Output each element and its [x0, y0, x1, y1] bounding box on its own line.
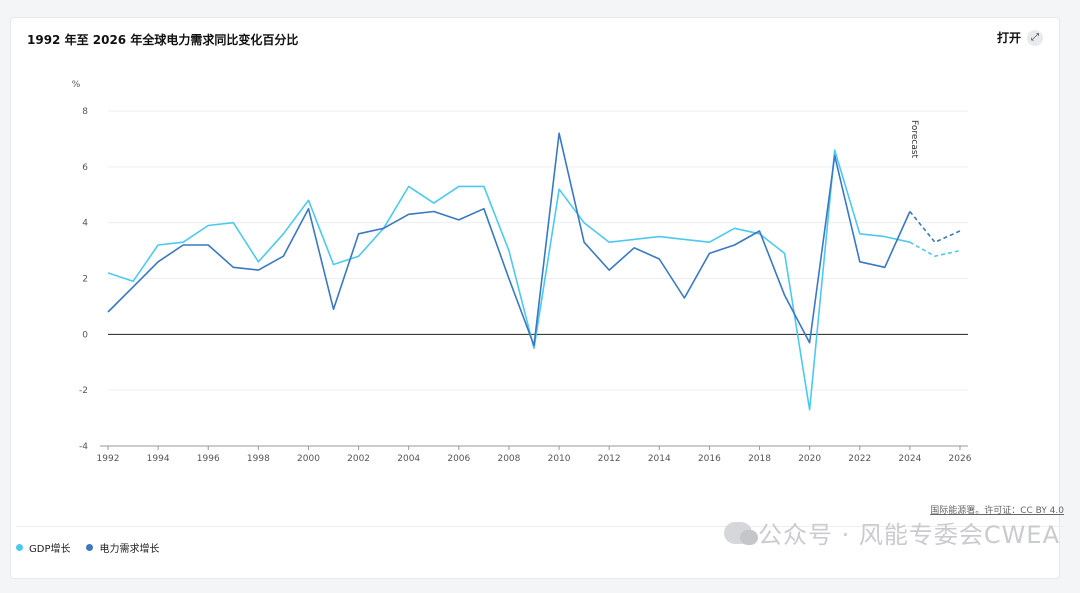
y-tick-label: -2	[79, 386, 88, 396]
watermark: 公众号 · 风能专委会CWEA	[724, 515, 1060, 550]
x-tick-label: 1996	[197, 454, 220, 464]
source-link[interactable]: 国际能源署。许可证：CC BY 4.0	[930, 506, 1064, 516]
legend-label-electricity: 电力需求增长	[99, 544, 160, 555]
x-tick-label: 2006	[447, 454, 470, 464]
legend-dot-electricity	[86, 544, 94, 551]
legend-item-electricity[interactable]: 电力需求增长	[86, 540, 159, 555]
x-tick-label: 2008	[497, 454, 520, 464]
x-tick-label: 2000	[297, 454, 320, 464]
series-line-gdp	[107, 149, 911, 411]
y-tick-label: 8	[82, 107, 88, 117]
x-tick-label: 2016	[698, 454, 721, 464]
x-tick-label: 2018	[748, 454, 771, 464]
x-tick-label: 2004	[397, 454, 420, 464]
x-tick-label: 2014	[648, 454, 671, 464]
legend-label-gdp: GDP增长	[29, 544, 71, 555]
legend-item-gdp[interactable]: GDP增长	[16, 540, 70, 555]
open-button[interactable]: 打开 ⤢	[997, 29, 1043, 46]
x-tick-label: 2010	[548, 454, 571, 464]
x-tick-label: 2022	[848, 454, 871, 464]
y-tick-label: 4	[82, 219, 88, 229]
y-axis-label: %	[72, 80, 81, 90]
y-tick-label: 2	[82, 275, 88, 285]
y-tick-label: 0	[82, 330, 88, 340]
legend: GDP增长 电力需求增长	[16, 540, 159, 555]
series-line-electricity	[107, 132, 911, 347]
x-tick-label: 2002	[347, 454, 370, 464]
y-tick-label: 6	[82, 163, 88, 173]
y-tick-label: -4	[79, 442, 88, 452]
x-tick-label: 1992	[97, 454, 120, 464]
wechat-icon	[724, 521, 759, 545]
series-forecast-electricity	[909, 210, 961, 244]
chart-title: 1992 年至 2026 年全球电力需求同比变化百分比	[27, 33, 299, 47]
x-tick-label: 2020	[798, 454, 821, 464]
x-tick-label: 1994	[147, 454, 170, 464]
expand-icon[interactable]: ⤢	[1027, 29, 1043, 46]
x-tick-label: 1998	[247, 454, 270, 464]
forecast-label: Forecast	[909, 120, 919, 159]
x-tick-label: 2026	[949, 454, 972, 464]
open-label: 打开	[996, 31, 1021, 45]
watermark-text: 公众号 · 风能专委会CWEA	[758, 521, 1060, 549]
series-forecast-gdp	[909, 241, 961, 258]
x-tick-label: 2012	[598, 454, 621, 464]
x-tick-label: 2024	[898, 454, 921, 464]
legend-divider	[16, 526, 1064, 527]
legend-dot-gdp	[16, 544, 23, 551]
